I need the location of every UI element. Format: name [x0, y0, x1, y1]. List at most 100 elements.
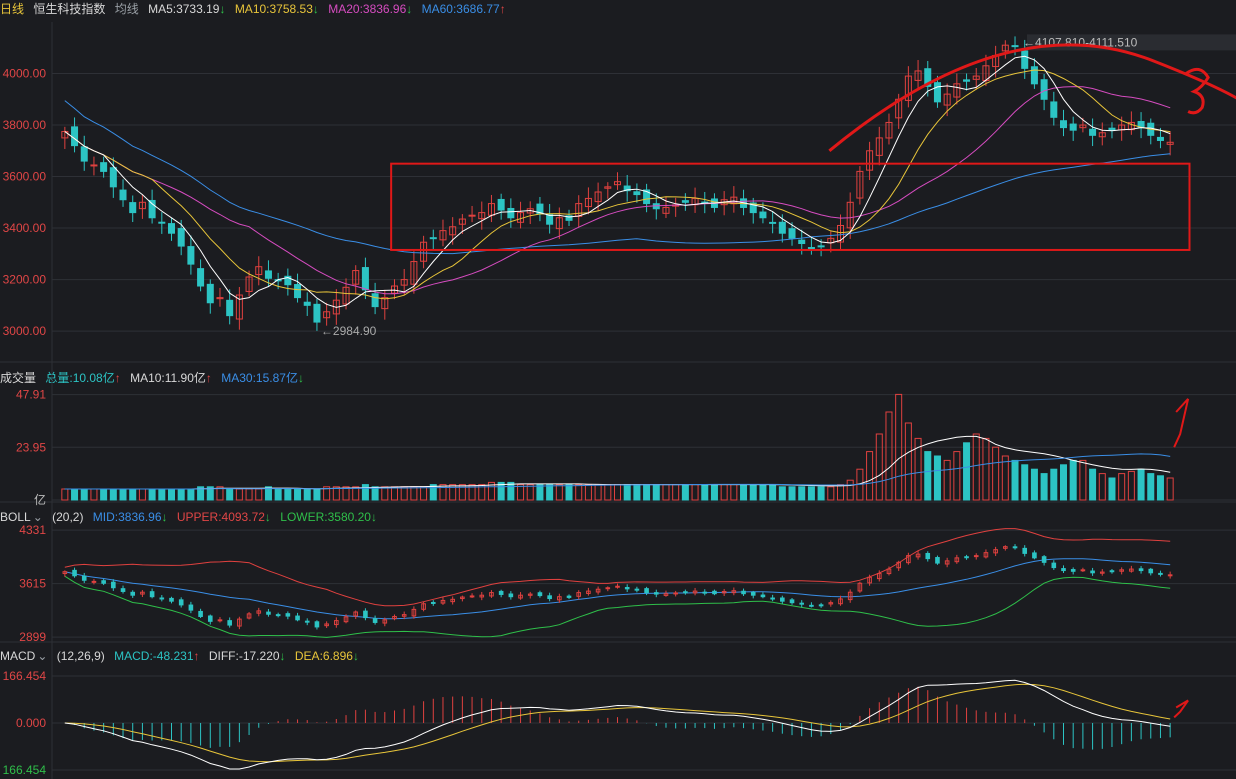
- candle-body: [323, 311, 331, 319]
- volume-bar: [565, 484, 573, 501]
- volume-bar: [109, 488, 117, 501]
- boll-candle-body: [557, 596, 562, 601]
- boll-candle-body: [615, 585, 620, 588]
- volume-bar: [342, 486, 350, 501]
- boll-candle-body: [275, 614, 281, 617]
- candle-body: [90, 164, 98, 167]
- candle-body: [633, 191, 641, 196]
- volume-bar: [546, 484, 554, 501]
- boll-candle-body: [566, 595, 572, 598]
- boll-params: (20,2): [52, 510, 84, 524]
- volume-bar: [575, 484, 583, 501]
- candle-body: [71, 126, 79, 147]
- boll-candle-body: [750, 591, 756, 596]
- volume-bar: [720, 484, 728, 501]
- boll-candle-body: [1061, 568, 1066, 572]
- volume-bar: [167, 488, 176, 501]
- price-tick-label: 3400.00: [3, 221, 47, 235]
- volume-bar: [982, 437, 990, 501]
- chevron-down-icon[interactable]: ⌄: [32, 510, 43, 524]
- volume-ma30-line: [64, 453, 1171, 490]
- boll-candle-body: [692, 590, 698, 594]
- boll-candle-body: [324, 623, 329, 627]
- volume-bar: [410, 486, 418, 501]
- boll-candle-body: [140, 591, 145, 595]
- ma5-line: [64, 55, 1171, 308]
- boll-candle-body: [401, 614, 407, 617]
- boll-candle-body: [673, 592, 678, 595]
- volume-title[interactable]: 成交量: [0, 371, 37, 385]
- volume-bar: [672, 484, 680, 501]
- macd-value: MACD:-48.231: [114, 649, 194, 663]
- boll-candle-body: [198, 610, 203, 617]
- candle-body: [1156, 136, 1164, 141]
- boll-candle-body: [954, 557, 960, 563]
- volume-bar: [643, 484, 651, 501]
- volume-bar: [1156, 475, 1164, 501]
- boll-candle-body: [91, 580, 97, 583]
- boll-candle-body: [130, 591, 136, 596]
- boll-candle-body: [1070, 569, 1076, 572]
- boll-title[interactable]: BOLL: [0, 510, 31, 524]
- boll-candle-body: [498, 590, 504, 595]
- boll-candle-body: [363, 610, 368, 619]
- indicator-type[interactable]: 均线: [114, 2, 139, 16]
- boll-candle-body: [479, 594, 485, 598]
- boll-candle-body: [266, 611, 271, 615]
- candle-body: [313, 303, 321, 323]
- boll-candle-body: [217, 619, 223, 622]
- volume-bar: [807, 486, 815, 501]
- candle-body: [749, 202, 757, 214]
- boll-candle-body: [576, 592, 582, 597]
- volume-bar: [1030, 468, 1038, 501]
- macd-params: (12,26,9): [56, 649, 105, 663]
- volume-bar: [759, 484, 767, 501]
- volume-bar: [613, 484, 622, 501]
- volume-bar: [206, 486, 214, 501]
- down-arrow-icon: ↓: [279, 649, 286, 663]
- boll-candle-body: [789, 599, 795, 604]
- index-name: 恒生科技指数: [33, 2, 106, 16]
- volume-tick-label: 亿: [34, 492, 46, 507]
- candle-body: [875, 137, 883, 156]
- candle-body: [807, 247, 815, 250]
- boll-candle-body: [469, 595, 475, 598]
- boll-candle-body: [1109, 570, 1115, 573]
- volume-bar: [1147, 473, 1155, 501]
- boll-candle-body: [809, 604, 814, 607]
- macd-title[interactable]: MACD: [0, 649, 36, 663]
- candle-body: [264, 270, 272, 279]
- main-chart-header: 日线 恒生科技指数 均线 MA5:3733.19↓ MA10:3758.53↓ …: [0, 0, 1236, 18]
- candle-body: [1021, 50, 1029, 69]
- volume-bar: [1011, 459, 1019, 501]
- boll-candle-body: [702, 591, 708, 594]
- boll-header: BOLL ⌄ (20,2) MID:3836.96↓ UPPER:4093.72↓…: [0, 508, 1236, 526]
- boll-candle-body: [731, 590, 737, 594]
- boll-candle-body: [304, 620, 310, 623]
- boll-candle-body: [411, 608, 417, 617]
- boll-candle-body: [440, 599, 446, 604]
- boll-candle-body: [838, 598, 843, 605]
- period-label[interactable]: 日线: [0, 2, 25, 16]
- boll-candle-body: [663, 593, 669, 596]
- boll-candle-body: [741, 590, 746, 595]
- candle-body: [1030, 66, 1038, 85]
- volume-bar: [352, 486, 360, 501]
- candle-body: [1059, 120, 1068, 129]
- volume-bar: [555, 484, 563, 501]
- volume-bar: [633, 484, 641, 501]
- volume-total: 总量:10.08亿: [45, 371, 115, 385]
- volume-bar: [294, 488, 302, 501]
- volume-bar: [914, 437, 922, 501]
- boll-candle-body: [527, 593, 533, 596]
- boll-candle-body: [237, 618, 242, 627]
- volume-tick-label: 23.95: [16, 440, 46, 454]
- down-arrow-icon: ↓: [219, 2, 226, 16]
- boll-candle-body: [547, 595, 552, 600]
- candle-body: [846, 201, 854, 229]
- chevron-down-icon[interactable]: ⌄: [37, 649, 48, 663]
- up-arrow-icon: ↑: [499, 2, 506, 16]
- volume-header: 成交量 总量:10.08亿↑ MA10:11.90亿↑ MA30:15.87亿↓: [0, 369, 1236, 387]
- boll-candle-body: [1158, 572, 1163, 575]
